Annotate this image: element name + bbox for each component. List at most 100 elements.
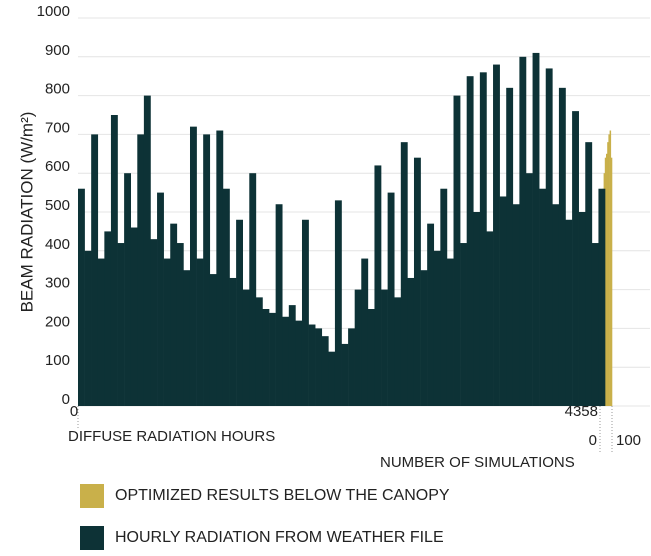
bar (591, 243, 599, 406)
bar (519, 56, 527, 407)
y-tick-label: 200 (45, 313, 70, 330)
bar (545, 68, 553, 406)
bar (308, 324, 316, 406)
x2-tick-label: 0 (589, 432, 597, 449)
bar (321, 336, 329, 406)
x-tick-label: 0 (70, 403, 78, 420)
bar (479, 72, 487, 406)
bar (572, 111, 579, 407)
bar (130, 227, 138, 406)
bar (328, 351, 336, 406)
legend-swatch (80, 526, 104, 550)
legend-label: HOURLY RADIATION FROM WEATHER FILE (115, 529, 444, 546)
bar (493, 64, 500, 406)
bar (525, 173, 533, 406)
bar (610, 157, 613, 406)
bar (394, 297, 402, 406)
bar (473, 212, 481, 406)
bar (427, 223, 435, 406)
bar (400, 142, 408, 406)
bar (97, 258, 105, 406)
bar (387, 192, 395, 406)
y-tick-label: 300 (45, 275, 70, 292)
bar (453, 95, 461, 406)
bar (236, 219, 243, 406)
bar (282, 316, 290, 406)
bar (440, 188, 448, 406)
bar (183, 270, 191, 406)
bar (104, 231, 112, 406)
bar (249, 173, 257, 406)
bar (315, 328, 323, 406)
bar (486, 231, 494, 406)
x2-axis-label: NUMBER OF SIMULATIONS (380, 454, 575, 471)
bar (216, 130, 224, 406)
bar (532, 52, 540, 407)
bar (608, 134, 610, 406)
bar (78, 188, 85, 406)
bar (407, 277, 415, 406)
bar (341, 343, 349, 406)
bar (157, 192, 164, 406)
bar (552, 204, 560, 406)
bar (295, 320, 303, 406)
bar (609, 130, 612, 406)
bar (163, 258, 171, 406)
bar (137, 134, 145, 406)
y-axis-label: BEAM RADIATION (W/m²) (17, 112, 36, 313)
y-tick-label: 400 (45, 236, 70, 253)
x-tick-label: 4358 (565, 403, 598, 420)
y-tick-label: 900 (45, 42, 70, 59)
y-tick-label: 600 (45, 158, 70, 175)
bar (301, 219, 309, 406)
x2-tick-label: 100 (616, 432, 641, 449)
bar (229, 277, 237, 406)
bar (275, 204, 283, 406)
bar (334, 200, 342, 406)
bar (607, 142, 609, 406)
bar (413, 157, 421, 406)
bar (150, 239, 158, 406)
bar (262, 309, 270, 406)
y-tick-label: 0 (62, 391, 70, 408)
bar (606, 153, 608, 406)
bar (539, 188, 547, 406)
bar (604, 157, 607, 406)
bar (117, 243, 125, 406)
y-tick-label: 700 (45, 119, 70, 136)
bar (512, 204, 520, 406)
legend-label: OPTIMIZED RESULTS BELOW THE CANOPY (115, 487, 450, 504)
bar (374, 165, 382, 406)
bar (433, 250, 441, 406)
bar (189, 126, 197, 406)
x-axis-label: DIFFUSE RADIATION HOURS (68, 428, 275, 445)
y-tick-label: 100 (45, 352, 70, 369)
bar (269, 312, 276, 406)
bar (367, 309, 375, 406)
bar (381, 289, 388, 406)
bar (242, 289, 250, 406)
bar (420, 270, 428, 406)
bar (255, 297, 263, 406)
bar (499, 196, 507, 406)
bar (348, 328, 355, 406)
bar (565, 219, 573, 406)
bar (354, 289, 362, 406)
bar (84, 250, 92, 406)
bar (585, 142, 593, 406)
y-tick-label: 800 (45, 81, 70, 98)
bar (176, 243, 184, 406)
bar (466, 76, 474, 406)
bar (170, 223, 178, 406)
bar (578, 212, 586, 406)
bar (361, 258, 369, 406)
bar (143, 95, 151, 406)
bar (222, 188, 230, 406)
bar (288, 305, 296, 406)
bar (558, 87, 566, 406)
bar (506, 87, 514, 406)
legend-swatch (80, 484, 104, 508)
bar (124, 173, 132, 406)
y-tick-label: 1000 (37, 3, 70, 20)
